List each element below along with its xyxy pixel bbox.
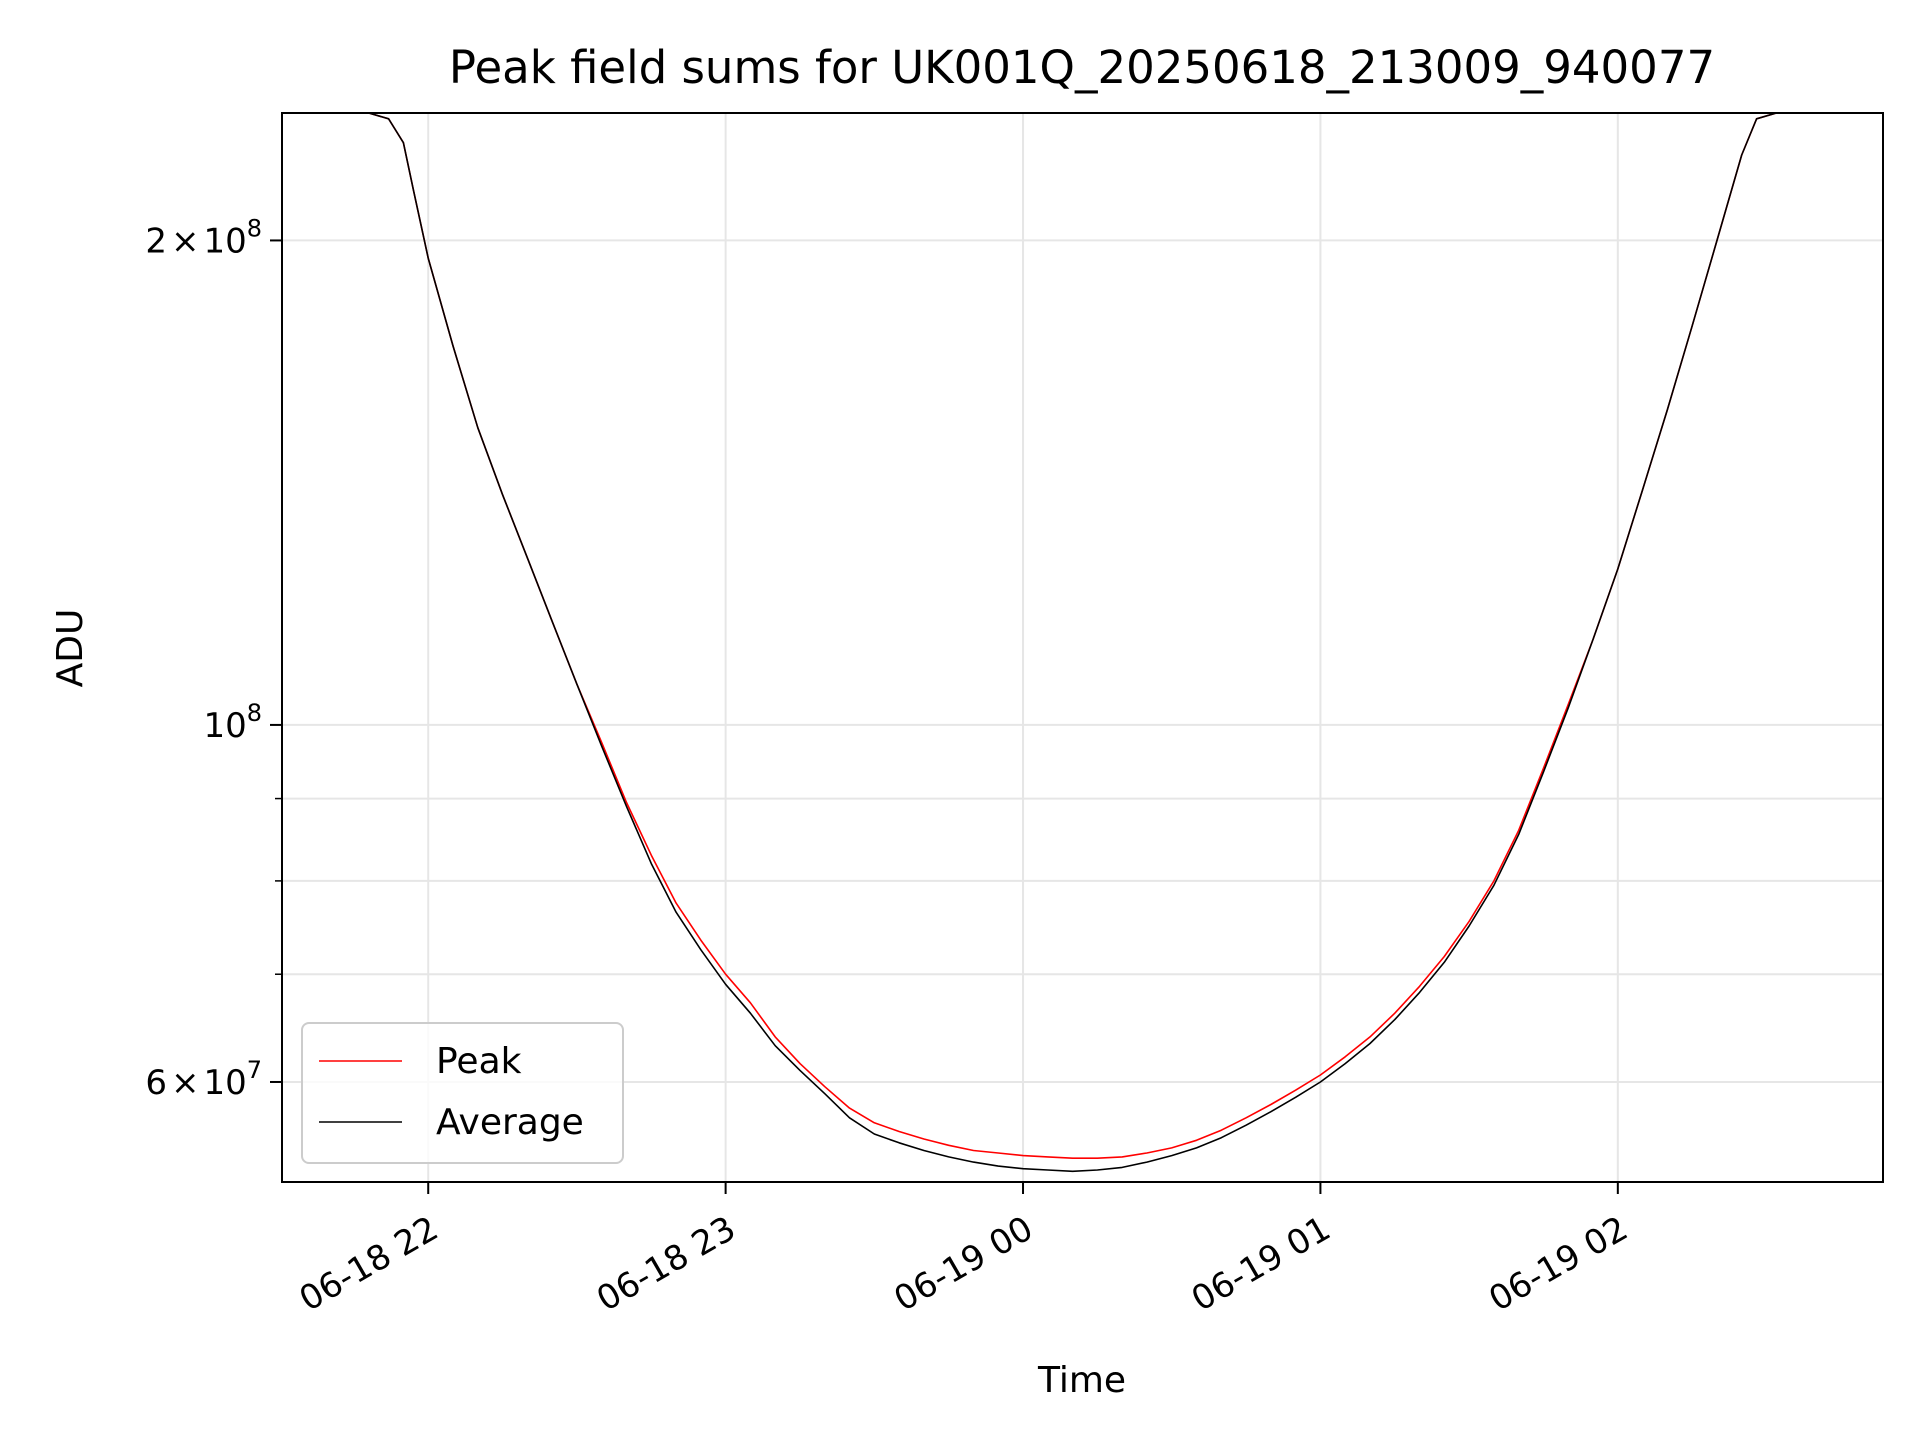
y-tick-mantissa: 2 (145, 221, 167, 261)
y-tick-times: × (171, 221, 200, 261)
series-line-average (282, 113, 1883, 1173)
y-tick-times: × (171, 1063, 200, 1103)
chart-title: Peak field sums for UK001Q_20250618_2130… (449, 41, 1715, 94)
legend: Peak Average (301, 1022, 624, 1164)
y-tick-exponent: 8 (247, 214, 262, 242)
y-tick-label: 108 (203, 699, 262, 746)
y-tick-base: 10 (203, 706, 246, 746)
y-axis-label: ADU (50, 609, 91, 688)
x-axis-label: Time (1037, 1360, 1126, 1401)
grid-layer (282, 113, 1883, 1182)
legend-box (301, 1022, 624, 1164)
y-tick-label: 2 × 108 (145, 214, 262, 261)
y-tick-exponent: 7 (247, 1056, 262, 1084)
y-tick-mantissa: 6 (145, 1063, 167, 1103)
legend-label-peak: Peak (436, 1041, 522, 1082)
series-layer (282, 113, 1883, 1173)
y-tick-base: 10 (203, 221, 246, 261)
y-tick-base: 10 (203, 1063, 246, 1103)
y-tick-label: 6 × 107 (145, 1056, 262, 1103)
legend-label-average: Average (436, 1102, 584, 1143)
plot-frame (281, 112, 1884, 1183)
y-tick-exponent: 8 (247, 699, 262, 727)
